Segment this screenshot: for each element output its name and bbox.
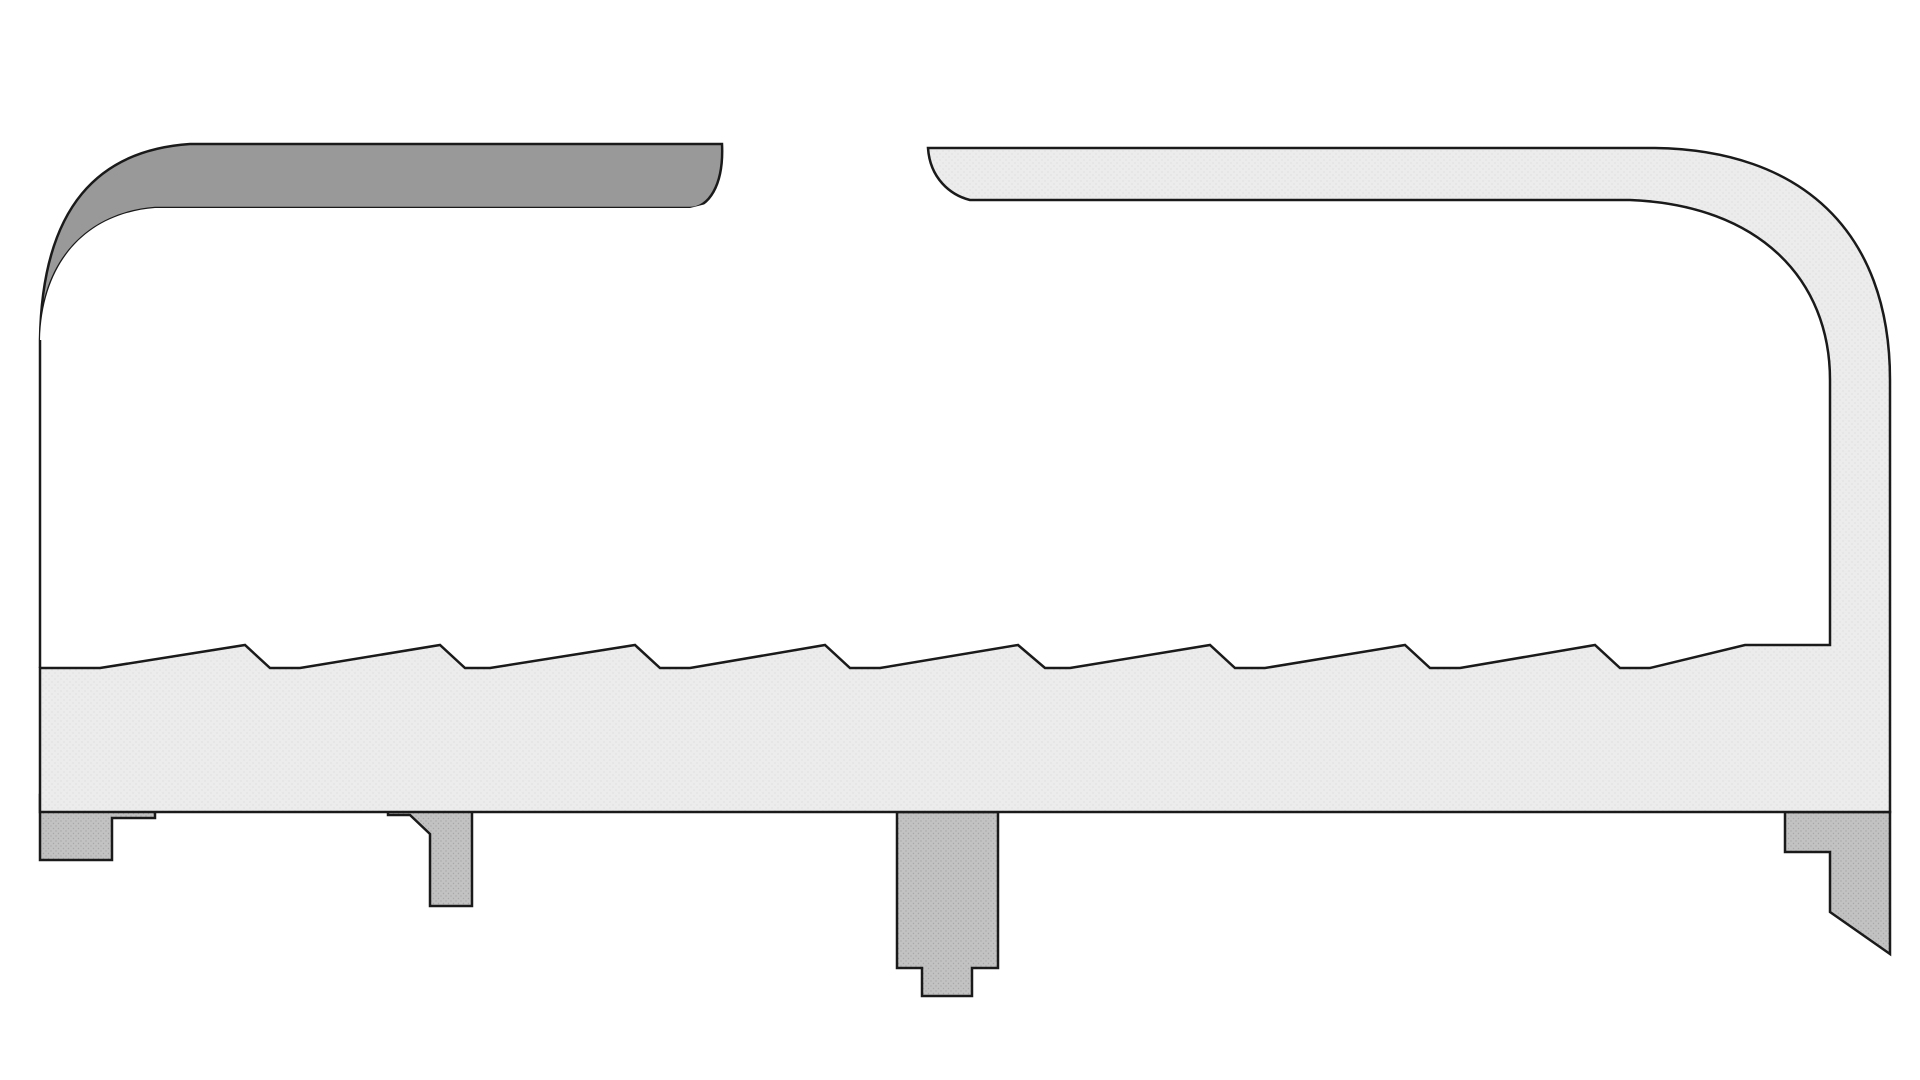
- building-east: [1783, 810, 1892, 957]
- buildings: [38, 793, 1892, 998]
- lot-surface: [40, 148, 1830, 665]
- east-driveway: [38, 146, 1892, 814]
- building-southwest: [386, 793, 474, 908]
- building-south: [895, 810, 1000, 998]
